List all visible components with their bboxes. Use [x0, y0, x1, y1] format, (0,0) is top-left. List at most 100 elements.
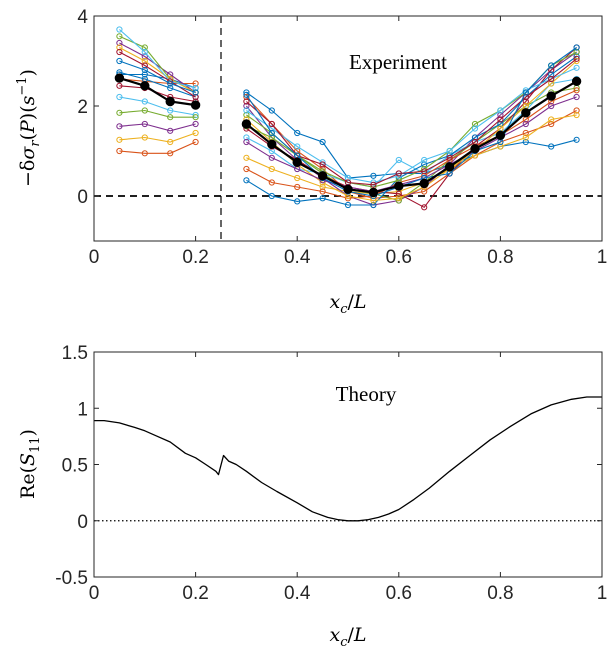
- experiment-series-15-point: [243, 91, 250, 98]
- experiment-series-6-line: [119, 96, 196, 116]
- experiment-series-1-point: [522, 138, 529, 146]
- experiment-series-14-point: [497, 116, 504, 123]
- experiment-series-9-point: [167, 150, 174, 157]
- experiment-series-2-point: [522, 129, 529, 137]
- experiment-series-16-point: [267, 139, 277, 150]
- experiment-series-16-point: [368, 187, 379, 198]
- experiment-series-3-point: [573, 111, 580, 119]
- experiment-series-16-point: [546, 91, 556, 101]
- experiment-series-16-line: [245, 80, 578, 194]
- experiment-series-14-point: [370, 181, 377, 188]
- experiment-series-3-point: [268, 165, 275, 173]
- experiment-series-13-point: [192, 84, 199, 92]
- experiment-series-4-point: [497, 111, 504, 119]
- experiment-series-12-point: [192, 114, 199, 121]
- experiment-series-14-point: [192, 93, 199, 101]
- experiment-series-8-point: [471, 134, 479, 141]
- theory-x-tick-label: 0.2: [182, 583, 208, 604]
- experiment-series-2-point: [294, 147, 301, 155]
- experiment-series-3-point: [243, 154, 250, 161]
- experiment-series-group: [114, 26, 582, 211]
- experiment-series-3-point: [522, 134, 529, 141]
- experiment-y-tick-label: 4: [77, 7, 88, 28]
- experiment-series-1-line: [246, 92, 577, 179]
- experiment-series-12-line: [246, 51, 577, 188]
- experiment-series-4-line: [119, 42, 196, 93]
- experiment-series-13-point: [141, 48, 148, 56]
- experiment-series-16-point: [444, 162, 455, 172]
- experiment-x-tick-label: 0.4: [284, 247, 311, 268]
- experiment-series-9-point: [319, 188, 326, 195]
- theory-x-tick-label: 1: [597, 583, 608, 604]
- experiment-series-8-point: [294, 198, 301, 205]
- experiment-series-16-point: [317, 171, 328, 181]
- experiment-series-14-point: [446, 154, 453, 161]
- experiment-series-9-point: [243, 165, 250, 173]
- experiment-series-16-point: [470, 144, 480, 154]
- experiment-series-15-point: [116, 57, 123, 65]
- experiment-series-8-point: [370, 201, 377, 209]
- experiment-annotation: Experiment: [349, 50, 447, 74]
- experiment-series-3-point: [294, 174, 301, 182]
- experiment-series-15-point: [522, 89, 529, 96]
- experiment-series-5-point: [141, 44, 148, 51]
- experiment-series-9-line: [119, 141, 196, 154]
- experiment-series-2-point: [573, 107, 580, 114]
- experiment-series-8-point: [344, 201, 352, 209]
- experiment-series-11-point: [116, 123, 123, 130]
- experiment-series-16-point: [241, 119, 252, 129]
- experiment-series-16-point: [165, 96, 175, 107]
- experiment-series-3-point: [141, 134, 148, 141]
- experiment-series-4-point: [141, 53, 148, 60]
- experiment-x-tick-label: 0.8: [487, 247, 513, 268]
- experiment-series-8-line: [119, 71, 196, 98]
- experiment-series-5-point: [243, 111, 250, 119]
- experiment-series-11-line: [246, 96, 577, 193]
- experiment-series-13-line: [119, 29, 196, 89]
- experiment-series-3-point: [116, 136, 123, 143]
- experiment-series-2-point: [548, 120, 555, 128]
- experiment-x-tick-label: 0.2: [182, 247, 208, 268]
- experiment-series-16-point: [190, 100, 201, 110]
- theory-plot-area: [94, 352, 602, 577]
- experiment-series-3-point: [319, 183, 326, 191]
- experiment-series-15-point: [573, 44, 580, 51]
- experiment-series-13-point: [294, 143, 301, 150]
- experiment-series-14-point: [573, 55, 580, 62]
- experiment-series-1-point: [548, 143, 555, 150]
- experiment-series-16-point: [114, 73, 125, 83]
- experiment-series-16-point: [292, 157, 302, 168]
- experiment-series-8-point: [319, 195, 326, 202]
- experiment-series-11-point: [192, 120, 199, 128]
- experiment-series-2-point: [192, 80, 199, 87]
- theory-curve: [94, 396, 602, 522]
- experiment-series-8-point: [268, 192, 275, 200]
- experiment-series-16-point: [394, 181, 404, 191]
- experiment-series-14-point: [548, 75, 555, 83]
- experiment-series-11-point: [548, 102, 555, 110]
- experiment-series-15-point: [167, 80, 174, 87]
- theory-x-tick-label: 0: [89, 583, 100, 604]
- experiment-series-8-point: [243, 177, 250, 184]
- experiment-series-10-line: [246, 60, 577, 202]
- experiment-series-14-point: [268, 120, 275, 128]
- theory-y-tick-label: 1: [77, 399, 88, 420]
- theory-x-tick-label: 0.6: [386, 583, 412, 604]
- experiment-series-7-point: [395, 190, 402, 197]
- experiment-series-8-point: [167, 84, 174, 92]
- experiment-series-12-point: [573, 48, 580, 56]
- experiment-series-1-point: [573, 136, 580, 143]
- experiment-series-10-point: [370, 197, 377, 204]
- experiment-series-14-point: [116, 48, 123, 56]
- experiment-series-13-point: [116, 26, 123, 33]
- experiment-series-16-line: [119, 77, 196, 107]
- experiment-series-3-point: [167, 138, 174, 146]
- experiment-series-16-point: [495, 130, 506, 141]
- experiment-x-tick-label: 1: [597, 247, 608, 268]
- experiment-series-10-line: [119, 47, 196, 93]
- experiment-y-axis-label: −δσr(P)(s−1): [15, 69, 43, 187]
- experiment-series-3-point: [497, 143, 504, 150]
- experiment-series-15-line: [119, 60, 196, 94]
- experiment-series-9: [116, 87, 580, 202]
- theory-y-tick-label: 1.5: [62, 343, 88, 364]
